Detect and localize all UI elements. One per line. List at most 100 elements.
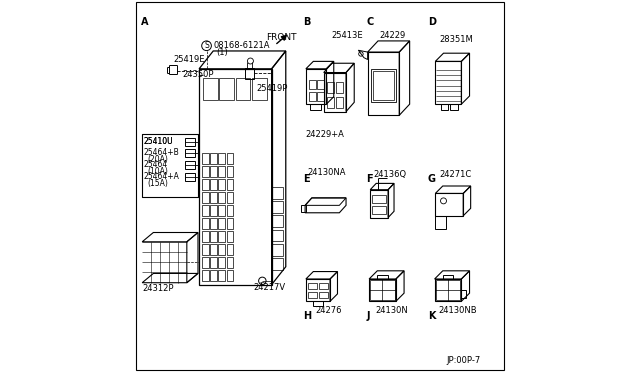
Text: K: K (428, 311, 435, 321)
Bar (308, 292, 317, 298)
Text: 25419E: 25419E (174, 55, 205, 64)
Text: (15A): (15A) (147, 179, 168, 188)
Bar (227, 166, 234, 177)
Bar (310, 104, 321, 110)
Text: 24217V: 24217V (254, 283, 286, 292)
Bar (273, 215, 283, 227)
Bar (202, 153, 209, 164)
Text: 25413E: 25413E (331, 31, 363, 40)
Text: H: H (303, 311, 312, 321)
Text: 24271C: 24271C (439, 170, 471, 179)
Bar (326, 97, 334, 108)
Bar (372, 195, 386, 203)
Bar (227, 218, 234, 229)
Text: B: B (303, 17, 310, 27)
Bar (319, 292, 328, 298)
Bar (227, 270, 234, 281)
Bar (202, 218, 209, 229)
Bar (211, 205, 217, 216)
Text: FRONT: FRONT (266, 33, 296, 42)
Bar (227, 231, 234, 242)
Bar (443, 275, 453, 279)
Bar (309, 92, 316, 101)
Bar (441, 104, 449, 110)
Bar (370, 280, 395, 300)
Text: J: J (367, 311, 370, 321)
Bar (435, 216, 447, 229)
Bar (227, 153, 234, 164)
Bar (236, 78, 250, 100)
Bar (309, 80, 316, 89)
Bar (185, 161, 195, 169)
Bar (218, 244, 225, 255)
Text: A: A (141, 17, 148, 27)
Text: C: C (367, 17, 374, 27)
Bar (273, 187, 283, 199)
Bar (202, 205, 209, 216)
Bar (317, 92, 324, 101)
Bar (211, 166, 217, 177)
Bar (378, 275, 388, 279)
Bar (273, 244, 283, 256)
Bar (185, 173, 195, 181)
Bar (211, 231, 217, 242)
Bar (273, 201, 283, 213)
Bar (219, 78, 234, 100)
Bar (319, 283, 328, 289)
Bar (436, 280, 460, 300)
Bar (227, 179, 234, 190)
Bar (218, 166, 225, 177)
Text: (1): (1) (216, 48, 228, 57)
Bar (218, 192, 225, 203)
Bar (211, 244, 217, 255)
Bar (314, 301, 323, 306)
Bar (450, 104, 458, 110)
Text: D: D (428, 17, 436, 27)
Bar (218, 270, 225, 281)
Bar (185, 149, 195, 157)
Bar (245, 68, 254, 79)
Bar (142, 134, 198, 197)
Bar (371, 69, 396, 102)
Text: JP:00P-7: JP:00P-7 (447, 356, 481, 365)
Text: 25464+B: 25464+B (143, 148, 179, 157)
Bar (202, 179, 209, 190)
Bar (203, 78, 218, 100)
Bar (218, 257, 225, 268)
Bar (199, 69, 271, 285)
Bar (227, 192, 234, 203)
Bar (202, 270, 209, 281)
Text: 24229+A: 24229+A (305, 130, 344, 139)
Bar (218, 231, 225, 242)
Bar (461, 290, 466, 298)
Text: 25464: 25464 (143, 160, 168, 169)
Bar (227, 257, 234, 268)
Bar (211, 192, 217, 203)
Bar (336, 82, 344, 93)
Text: 24276: 24276 (315, 306, 342, 315)
Text: 24130NB: 24130NB (438, 306, 477, 315)
Text: S: S (204, 41, 209, 50)
Bar (317, 80, 324, 89)
Text: 25464+A: 25464+A (143, 172, 180, 181)
Text: (10A): (10A) (147, 167, 168, 176)
Bar (211, 270, 217, 281)
Bar (211, 257, 217, 268)
Text: E: E (303, 174, 310, 183)
Text: 25410U: 25410U (143, 137, 173, 146)
Bar (202, 257, 209, 268)
Text: 28351M: 28351M (440, 35, 474, 44)
Bar (202, 231, 209, 242)
Bar (218, 179, 225, 190)
Bar (211, 153, 217, 164)
Bar (202, 166, 209, 177)
Bar (218, 205, 225, 216)
Text: 24130NA: 24130NA (307, 169, 346, 177)
Bar (273, 258, 283, 270)
Text: 24130N: 24130N (375, 306, 408, 315)
Text: 24350P: 24350P (182, 70, 214, 79)
Bar (273, 230, 283, 241)
Text: G: G (428, 174, 436, 183)
Bar (301, 205, 306, 212)
Text: (20A): (20A) (147, 155, 168, 164)
